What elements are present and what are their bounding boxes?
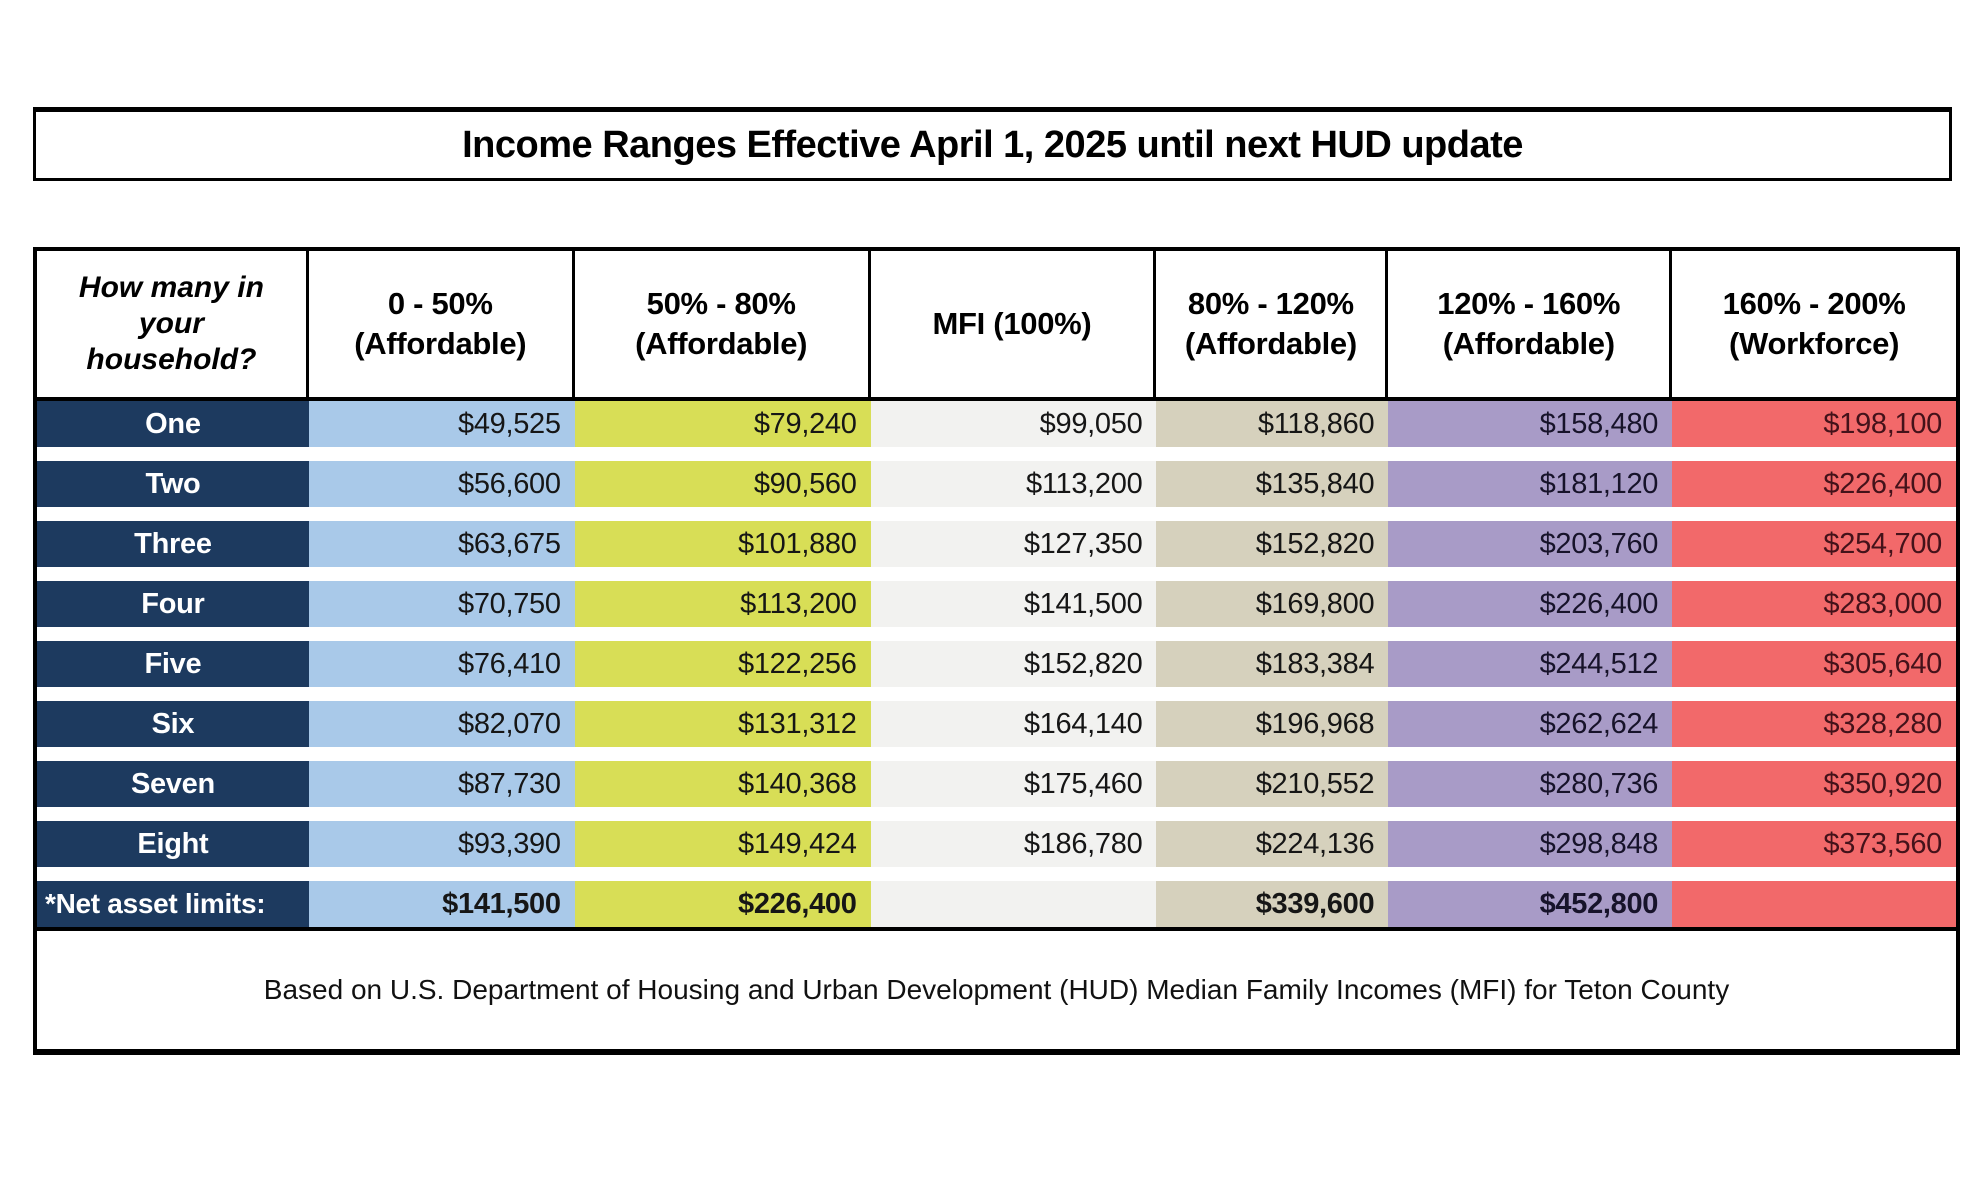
table-row: Six $82,070 $131,312 $164,140 $196,968 $262,6…	[37, 701, 1956, 747]
column-header-household: How many in your household?	[37, 251, 309, 397]
column-header-label: 160% - 200%	[1722, 286, 1906, 322]
value-cell: $203,760	[1388, 521, 1673, 567]
value-cell: $198,100	[1672, 401, 1956, 447]
value-cell: $135,840	[1156, 461, 1389, 507]
value-cell: $158,480	[1388, 401, 1673, 447]
row-label: Five	[37, 641, 309, 687]
column-header-label: 120% - 160%	[1437, 286, 1621, 322]
value-cell: $226,400	[1672, 461, 1956, 507]
value-cell: $118,860	[1156, 401, 1389, 447]
value-cell: $339,600	[1156, 881, 1389, 927]
table-row: Two $56,600 $90,560 $113,200 $135,840 $181,12…	[37, 461, 1956, 507]
table-row: Eight $93,390 $149,424 $186,780 $224,136 $298…	[37, 821, 1956, 867]
value-cell: $56,600	[308, 461, 575, 507]
value-cell: $90,560	[574, 461, 871, 507]
value-cell: $122,256	[574, 641, 871, 687]
value-cell: $210,552	[1156, 761, 1389, 807]
row-label: Eight	[37, 821, 309, 867]
value-cell: $141,500	[870, 581, 1157, 627]
value-cell: $149,424	[574, 821, 871, 867]
value-cell: $226,400	[1388, 581, 1673, 627]
value-cell: $328,280	[1672, 701, 1956, 747]
row-label: Four	[37, 581, 309, 627]
column-header-2: 50% - 80% (Affordable)	[574, 251, 871, 397]
value-cell: $99,050	[870, 401, 1157, 447]
table-header-row: How many in your household? 0 - 50% (Affo…	[37, 251, 1956, 401]
table-row: One $49,525 $79,240 $99,050 $118,860 $158,480…	[37, 401, 1956, 447]
value-cell: $175,460	[870, 761, 1157, 807]
column-header-6: 160% - 200% (Workforce)	[1672, 251, 1956, 397]
value-cell: $101,880	[574, 521, 871, 567]
column-header-label: MFI (100%)	[932, 306, 1092, 342]
value-cell: $373,560	[1672, 821, 1956, 867]
table-row: Four $70,750 $113,200 $141,500 $169,800 $226,…	[37, 581, 1956, 627]
value-cell: $244,512	[1388, 641, 1673, 687]
column-header-sublabel: (Affordable)	[1184, 326, 1357, 361]
value-cell: $452,800	[1388, 881, 1673, 927]
column-header-3: MFI (100%)	[870, 251, 1157, 397]
column-header-sublabel: (Affordable)	[354, 326, 527, 361]
value-cell: $298,848	[1388, 821, 1673, 867]
row-label: Six	[37, 701, 309, 747]
value-cell: $350,920	[1672, 761, 1956, 807]
value-cell: $141,500	[308, 881, 575, 927]
value-cell: $169,800	[1156, 581, 1389, 627]
value-cell: $196,968	[1156, 701, 1389, 747]
column-header-label: 50% - 80%	[646, 286, 796, 322]
row-label: One	[37, 401, 309, 447]
value-cell: $283,000	[1672, 581, 1956, 627]
table-row: Three $63,675 $101,880 $127,350 $152,820 $203…	[37, 521, 1956, 567]
value-cell: $113,200	[870, 461, 1157, 507]
value-cell: $127,350	[870, 521, 1157, 567]
household-header-label: How many in your household?	[78, 271, 264, 376]
table-row: Seven $87,730 $140,368 $175,460 $210,552 $280…	[37, 761, 1956, 807]
column-header-5: 120% - 160% (Affordable)	[1388, 251, 1673, 397]
value-cell: $262,624	[1388, 701, 1673, 747]
value-cell: $183,384	[1156, 641, 1389, 687]
column-header-sublabel: (Workforce)	[1729, 326, 1900, 361]
value-cell: $226,400	[574, 881, 871, 927]
value-cell: $186,780	[870, 821, 1157, 867]
income-table: How many in your household? 0 - 50% (Affo…	[33, 247, 1960, 1055]
row-label: Two	[37, 461, 309, 507]
value-cell: $76,410	[308, 641, 575, 687]
value-cell: $93,390	[308, 821, 575, 867]
value-cell: $254,700	[1672, 521, 1956, 567]
column-header-label: 0 - 50%	[387, 286, 493, 322]
value-cell: $131,312	[574, 701, 871, 747]
value-cell: $113,200	[574, 581, 871, 627]
column-header-4: 80% - 120% (Affordable)	[1156, 251, 1389, 397]
value-cell: $79,240	[574, 401, 871, 447]
value-cell: $164,140	[870, 701, 1157, 747]
value-cell: $70,750	[308, 581, 575, 627]
title-bar: Income Ranges Effective April 1, 2025 un…	[33, 107, 1952, 181]
value-cell: $152,820	[870, 641, 1157, 687]
table-body: One $49,525 $79,240 $99,050 $118,860 $158,480…	[37, 401, 1956, 927]
footnote-text: Based on U.S. Department of Housing and …	[263, 974, 1730, 1005]
net-asset-limits-row: *Net asset limits: $141,500 $226,400 $339,6…	[37, 881, 1956, 927]
column-header-1: 0 - 50% (Affordable)	[308, 251, 575, 397]
value-cell: $63,675	[308, 521, 575, 567]
page-title: Income Ranges Effective April 1, 2025 un…	[462, 123, 1523, 166]
value-cell: $87,730	[308, 761, 575, 807]
value-cell: $49,525	[308, 401, 575, 447]
column-header-sublabel: (Affordable)	[635, 326, 808, 361]
value-cell: $152,820	[1156, 521, 1389, 567]
column-header-sublabel: (Affordable)	[1442, 326, 1615, 361]
column-header-label: 80% - 120%	[1187, 286, 1354, 322]
row-label: Three	[37, 521, 309, 567]
table-footnote-row: Based on U.S. Department of Housing and …	[37, 927, 1956, 1049]
value-cell: $181,120	[1388, 461, 1673, 507]
value-cell: $140,368	[574, 761, 871, 807]
value-cell: $280,736	[1388, 761, 1673, 807]
value-cell: $305,640	[1672, 641, 1956, 687]
value-cell: $82,070	[308, 701, 575, 747]
value-cell	[870, 881, 1157, 927]
value-cell	[1672, 881, 1956, 927]
value-cell: $224,136	[1156, 821, 1389, 867]
row-label: Seven	[37, 761, 309, 807]
table-row: Five $76,410 $122,256 $152,820 $183,384 $244,…	[37, 641, 1956, 687]
row-label: *Net asset limits:	[37, 881, 309, 927]
